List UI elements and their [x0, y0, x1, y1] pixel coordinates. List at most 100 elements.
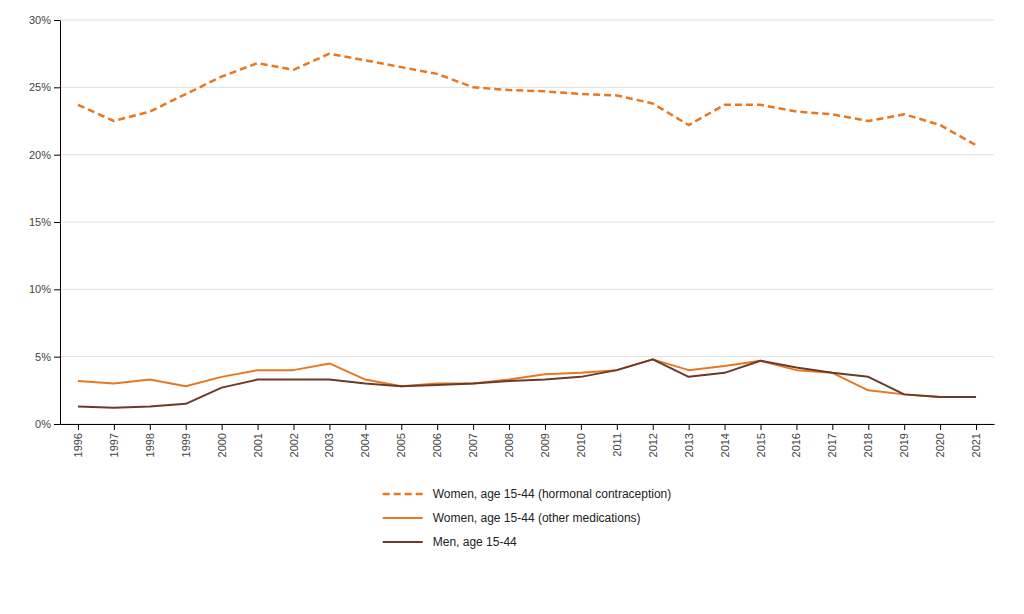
x-tick-mark: [473, 424, 474, 430]
x-tick-label: 2009: [539, 433, 551, 457]
y-tick: 5%: [35, 351, 60, 363]
x-tick-label: 2007: [467, 433, 479, 457]
x-tick: 2011: [611, 424, 623, 457]
y-tick: 10%: [29, 283, 60, 295]
y-tick-label: 25%: [29, 81, 51, 93]
legend-swatch: [383, 493, 423, 496]
x-tick: 2016: [790, 424, 802, 457]
x-tick-label: 2012: [647, 433, 659, 457]
x-tick: 2004: [359, 424, 371, 457]
y-tick-label: 0%: [35, 418, 51, 430]
x-tick: 2002: [288, 424, 300, 457]
x-tick-mark: [617, 424, 618, 430]
legend-swatch: [383, 541, 423, 543]
y-tick-mark: [54, 357, 60, 358]
x-tick: 2012: [647, 424, 659, 457]
legend-swatch: [383, 517, 423, 519]
x-tick: 2009: [539, 424, 551, 457]
x-tick: 2000: [216, 424, 228, 457]
y-tick-label: 30%: [29, 14, 51, 26]
x-tick-label: 2019: [898, 433, 910, 457]
y-tick-mark: [54, 289, 60, 290]
x-tick-label: 1997: [108, 433, 120, 457]
x-axis: 1996 1997 1998 1999 2000 2001 2002 2003 2004 2005…: [61, 424, 995, 457]
y-axis-line: [60, 21, 61, 425]
x-tick: 2001: [252, 424, 264, 457]
x-tick-label: 2017: [826, 433, 838, 457]
x-tick: 2013: [683, 424, 695, 457]
x-tick: 1997: [108, 424, 120, 457]
x-tick-label: 2008: [503, 433, 515, 457]
x-tick-label: 2002: [288, 433, 300, 457]
x-tick-mark: [581, 424, 582, 430]
x-tick-mark: [294, 424, 295, 430]
legend-item: Women, age 15-44 (other medications): [383, 511, 641, 525]
x-tick: 1999: [180, 424, 192, 457]
x-tick-mark: [114, 424, 115, 430]
x-tick-label: 2004: [359, 433, 371, 457]
x-tick-mark: [976, 424, 977, 430]
x-tick-label: 1999: [180, 433, 192, 457]
y-axis: 0% 5% 10% 15% 20% 25% 30%: [29, 14, 61, 430]
legend: Women, age 15-44 (hormonal contraception…: [383, 487, 672, 549]
y-tick-mark: [54, 87, 60, 88]
y-tick-label: 5%: [35, 351, 51, 363]
x-tick: 2006: [431, 424, 443, 457]
x-tick-label: 2018: [862, 433, 874, 457]
x-tick-label: 2001: [252, 433, 264, 457]
x-tick-label: 2005: [395, 433, 407, 457]
x-tick: 2014: [719, 424, 731, 457]
x-tick-mark: [796, 424, 797, 430]
x-tick: 2017: [826, 424, 838, 457]
x-tick-mark: [940, 424, 941, 430]
legend-item: Women, age 15-44 (hormonal contraception…: [383, 487, 672, 501]
lines: [78, 54, 976, 408]
y-tick-mark: [54, 424, 60, 425]
x-tick-label: 2000: [216, 433, 228, 457]
grid-line: [60, 222, 994, 223]
y-tick: 25%: [29, 81, 60, 93]
x-tick-mark: [186, 424, 187, 430]
x-tick-label: 2015: [755, 433, 767, 457]
grid-line: [60, 154, 994, 155]
x-tick-mark: [509, 424, 510, 430]
x-tick: 2021: [970, 424, 982, 457]
x-tick-mark: [258, 424, 259, 430]
grid-line: [60, 424, 994, 425]
chart: 0% 5% 10% 15% 20% 25% 30% 1996 1997 1998 1999 2000 2…: [0, 0, 1024, 614]
grid: [60, 20, 994, 424]
x-tick-label: 2011: [611, 433, 623, 457]
grid-line: [60, 356, 994, 357]
x-tick: 2018: [862, 424, 874, 457]
y-tick-mark: [54, 20, 60, 21]
y-tick-label: 20%: [29, 149, 51, 161]
y-tick-mark: [54, 222, 60, 223]
grid-line: [60, 20, 994, 21]
legend-item: Men, age 15-44: [383, 535, 517, 549]
x-tick-mark: [401, 424, 402, 430]
x-tick-mark: [365, 424, 366, 430]
x-tick-mark: [904, 424, 905, 430]
y-tick: 30%: [29, 14, 60, 26]
series-line: [78, 54, 976, 146]
x-tick-label: 2003: [323, 433, 335, 457]
x-tick: 1996: [72, 424, 84, 457]
x-tick-mark: [725, 424, 726, 430]
legend-label: Women, age 15-44 (other medications): [433, 511, 641, 525]
x-tick: 2007: [467, 424, 479, 457]
x-axis-line: [61, 424, 995, 425]
x-tick-mark: [329, 424, 330, 430]
x-tick-label: 2020: [934, 433, 946, 457]
x-tick-label: 2010: [575, 433, 587, 457]
x-tick-label: 2014: [719, 433, 731, 457]
x-tick-label: 1998: [144, 433, 156, 457]
x-tick: 2005: [395, 424, 407, 457]
y-tick-label: 15%: [29, 216, 51, 228]
x-tick-mark: [78, 424, 79, 430]
x-tick-mark: [653, 424, 654, 430]
y-tick: 15%: [29, 216, 60, 228]
x-tick: 2020: [934, 424, 946, 457]
x-tick-label: 2013: [683, 433, 695, 457]
x-tick-label: 2016: [790, 433, 802, 457]
plot-area: 0% 5% 10% 15% 20% 25% 30% 1996 1997 1998 1999 2000 2…: [29, 14, 995, 457]
